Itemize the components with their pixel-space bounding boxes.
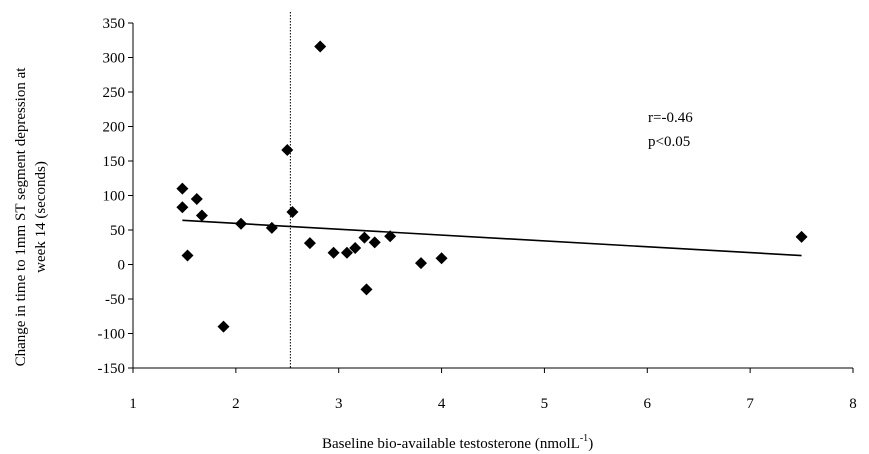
y-tick-label: -100 [98, 327, 126, 343]
y-tick-label: 0 [118, 258, 126, 274]
data-point [281, 143, 294, 156]
y-tick-label: -150 [98, 361, 126, 377]
data-points [176, 40, 808, 333]
y-axis-title: Change in time to 1mm ST segment depress… [13, 67, 49, 367]
data-point [314, 40, 327, 53]
data-point [217, 320, 230, 333]
y-tick-label: 100 [103, 189, 126, 205]
data-point [795, 230, 808, 243]
data-point [415, 257, 427, 270]
y-axis-title-line-2: week 14 (seconds) [33, 161, 49, 273]
y-tick-label: 350 [103, 16, 126, 32]
data-point [190, 192, 203, 205]
data-point [384, 230, 397, 243]
x-tick-label: 6 [644, 396, 652, 412]
y-tick-label: -50 [105, 292, 125, 308]
data-point [303, 237, 316, 250]
data-point [265, 221, 278, 234]
data-point [176, 201, 189, 214]
data-point [181, 249, 194, 262]
x-tick-label: 1 [129, 396, 137, 412]
data-point [349, 241, 362, 254]
x-tick-label: 5 [541, 396, 549, 412]
x-tick-label: 8 [849, 396, 857, 412]
data-point [176, 182, 189, 195]
data-point [286, 206, 299, 219]
x-axis-ticks: 1 2 3 4 5 6 7 8 [129, 368, 857, 412]
data-point [235, 217, 247, 230]
x-tick-label: 4 [438, 396, 446, 412]
correlation-label: r=-0.46 [648, 110, 693, 126]
axes [132, 23, 853, 369]
data-point [195, 209, 208, 222]
data-point [360, 283, 373, 296]
regression-line [182, 219, 802, 257]
y-tick-label: 150 [103, 154, 126, 170]
x-tick-label: 2 [232, 396, 240, 412]
y-axis-title-line-1: Change in time to 1mm ST segment depress… [13, 67, 29, 367]
y-axis-ticks: 350 300 250 200 150 100 50 0 -50 -100 -150 [98, 16, 133, 377]
data-point [435, 252, 448, 265]
y-tick-label: 300 [103, 51, 126, 67]
y-tick-label: 50 [110, 223, 125, 239]
data-point [368, 236, 381, 249]
x-tick-label: 3 [335, 396, 343, 412]
data-point [340, 246, 353, 259]
x-axis-title: Baseline bio-available testosterone (nmo… [322, 433, 593, 452]
data-point [327, 246, 340, 259]
y-tick-label: 200 [103, 120, 126, 136]
x-tick-label: 7 [746, 396, 754, 412]
y-tick-label: 250 [103, 85, 126, 101]
data-point [358, 231, 371, 244]
p-value-label: p<0.05 [648, 134, 690, 150]
